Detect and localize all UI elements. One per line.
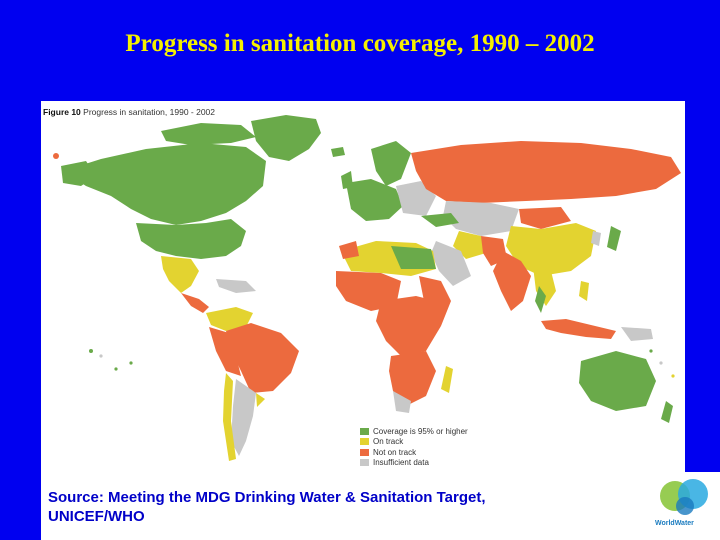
- region-arctic-islands: [161, 123, 256, 145]
- source-panel: Source: Meeting the MDG Drinking Water &…: [41, 472, 651, 540]
- legend-item: Not on track: [360, 447, 468, 458]
- island-dot: [99, 354, 103, 358]
- region-australia: [579, 351, 656, 411]
- source-citation: Source: Meeting the MDG Drinking Water &…: [48, 488, 486, 526]
- region-greenland: [251, 115, 321, 161]
- legend-label: Coverage is 95% or higher: [373, 426, 468, 436]
- region-argentina: [231, 379, 256, 456]
- region-china: [506, 223, 596, 276]
- region-turkey: [421, 213, 459, 227]
- region-peru-bolivia: [209, 327, 241, 376]
- map-legend: Coverage is 95% or higher On track Not o…: [360, 426, 468, 468]
- island-dot: [649, 349, 653, 353]
- island-dot: [671, 374, 675, 378]
- legend-swatch-orange: [360, 448, 369, 456]
- island-dot: [114, 367, 118, 371]
- region-usa: [136, 219, 246, 259]
- region-uk: [341, 171, 353, 189]
- region-indochina: [533, 266, 556, 306]
- region-eastern-europe: [396, 181, 436, 216]
- region-east-africa: [419, 276, 451, 326]
- legend-swatch-gray: [360, 459, 369, 467]
- region-japan: [607, 226, 621, 251]
- region-alaska: [61, 161, 96, 186]
- region-canada: [63, 143, 266, 225]
- region-philippines: [579, 281, 589, 301]
- region-arabia: [431, 241, 471, 286]
- legend-label: Insufficient data: [373, 458, 429, 468]
- region-western-europe: [346, 179, 403, 221]
- world-water-logo-icon: [660, 479, 708, 515]
- region-thailand: [535, 286, 546, 313]
- region-new-zealand: [661, 401, 673, 423]
- region-russia: [411, 141, 681, 203]
- legend-label: Not on track: [373, 447, 417, 457]
- source-line-1: Source: Meeting the MDG Drinking Water &…: [48, 489, 486, 506]
- legend-swatch-green: [360, 427, 369, 435]
- region-india: [493, 251, 531, 311]
- region-libya-egypt: [391, 246, 436, 269]
- region-southern-africa: [389, 351, 436, 406]
- region-chile: [223, 373, 236, 461]
- region-south-africa: [393, 391, 411, 413]
- region-new-guinea: [621, 327, 653, 341]
- region-indonesia: [541, 319, 616, 339]
- region-central-america: [181, 293, 209, 313]
- legend-swatch-yellow: [360, 438, 369, 446]
- region-mexico: [161, 256, 199, 293]
- slide-title: Progress in sanitation coverage, 1990 – …: [125, 30, 595, 57]
- figure-label: Figure 10: [43, 107, 81, 117]
- region-scandinavia: [371, 141, 411, 186]
- region-brazil: [226, 323, 299, 393]
- region-mongolia: [519, 207, 571, 229]
- island-dot: [659, 361, 663, 365]
- legend-label: On track: [373, 437, 404, 447]
- island-dot: [129, 361, 133, 365]
- region-korea: [591, 231, 601, 246]
- island-dot: [53, 153, 59, 159]
- island-dot: [89, 349, 93, 353]
- figure-caption-text: Progress in sanitation, 1990 - 2002: [83, 107, 216, 117]
- legend-item: On track: [360, 437, 468, 448]
- source-line-2: UNICEF/WHO: [48, 508, 145, 525]
- region-uruguay: [256, 393, 265, 407]
- figure-caption: Figure 10 Progress in sanitation, 1990 -…: [43, 107, 215, 117]
- legend-item: Insufficient data: [360, 458, 468, 469]
- region-caribbean: [216, 279, 256, 293]
- region-madagascar: [441, 366, 453, 393]
- world-map: [53, 115, 681, 461]
- region-colombia-venezuela: [206, 307, 253, 331]
- region-iceland: [331, 147, 345, 157]
- logo-text: WorldWater: [655, 520, 694, 527]
- legend-item: Coverage is 95% or higher: [360, 426, 468, 437]
- logo-panel: WorldWater: [651, 472, 720, 540]
- region-central-africa: [376, 296, 441, 356]
- region-central-asia: [443, 201, 519, 236]
- region-morocco: [339, 241, 359, 259]
- map-panel: Figure 10 Progress in sanitation, 1990 -…: [41, 101, 685, 472]
